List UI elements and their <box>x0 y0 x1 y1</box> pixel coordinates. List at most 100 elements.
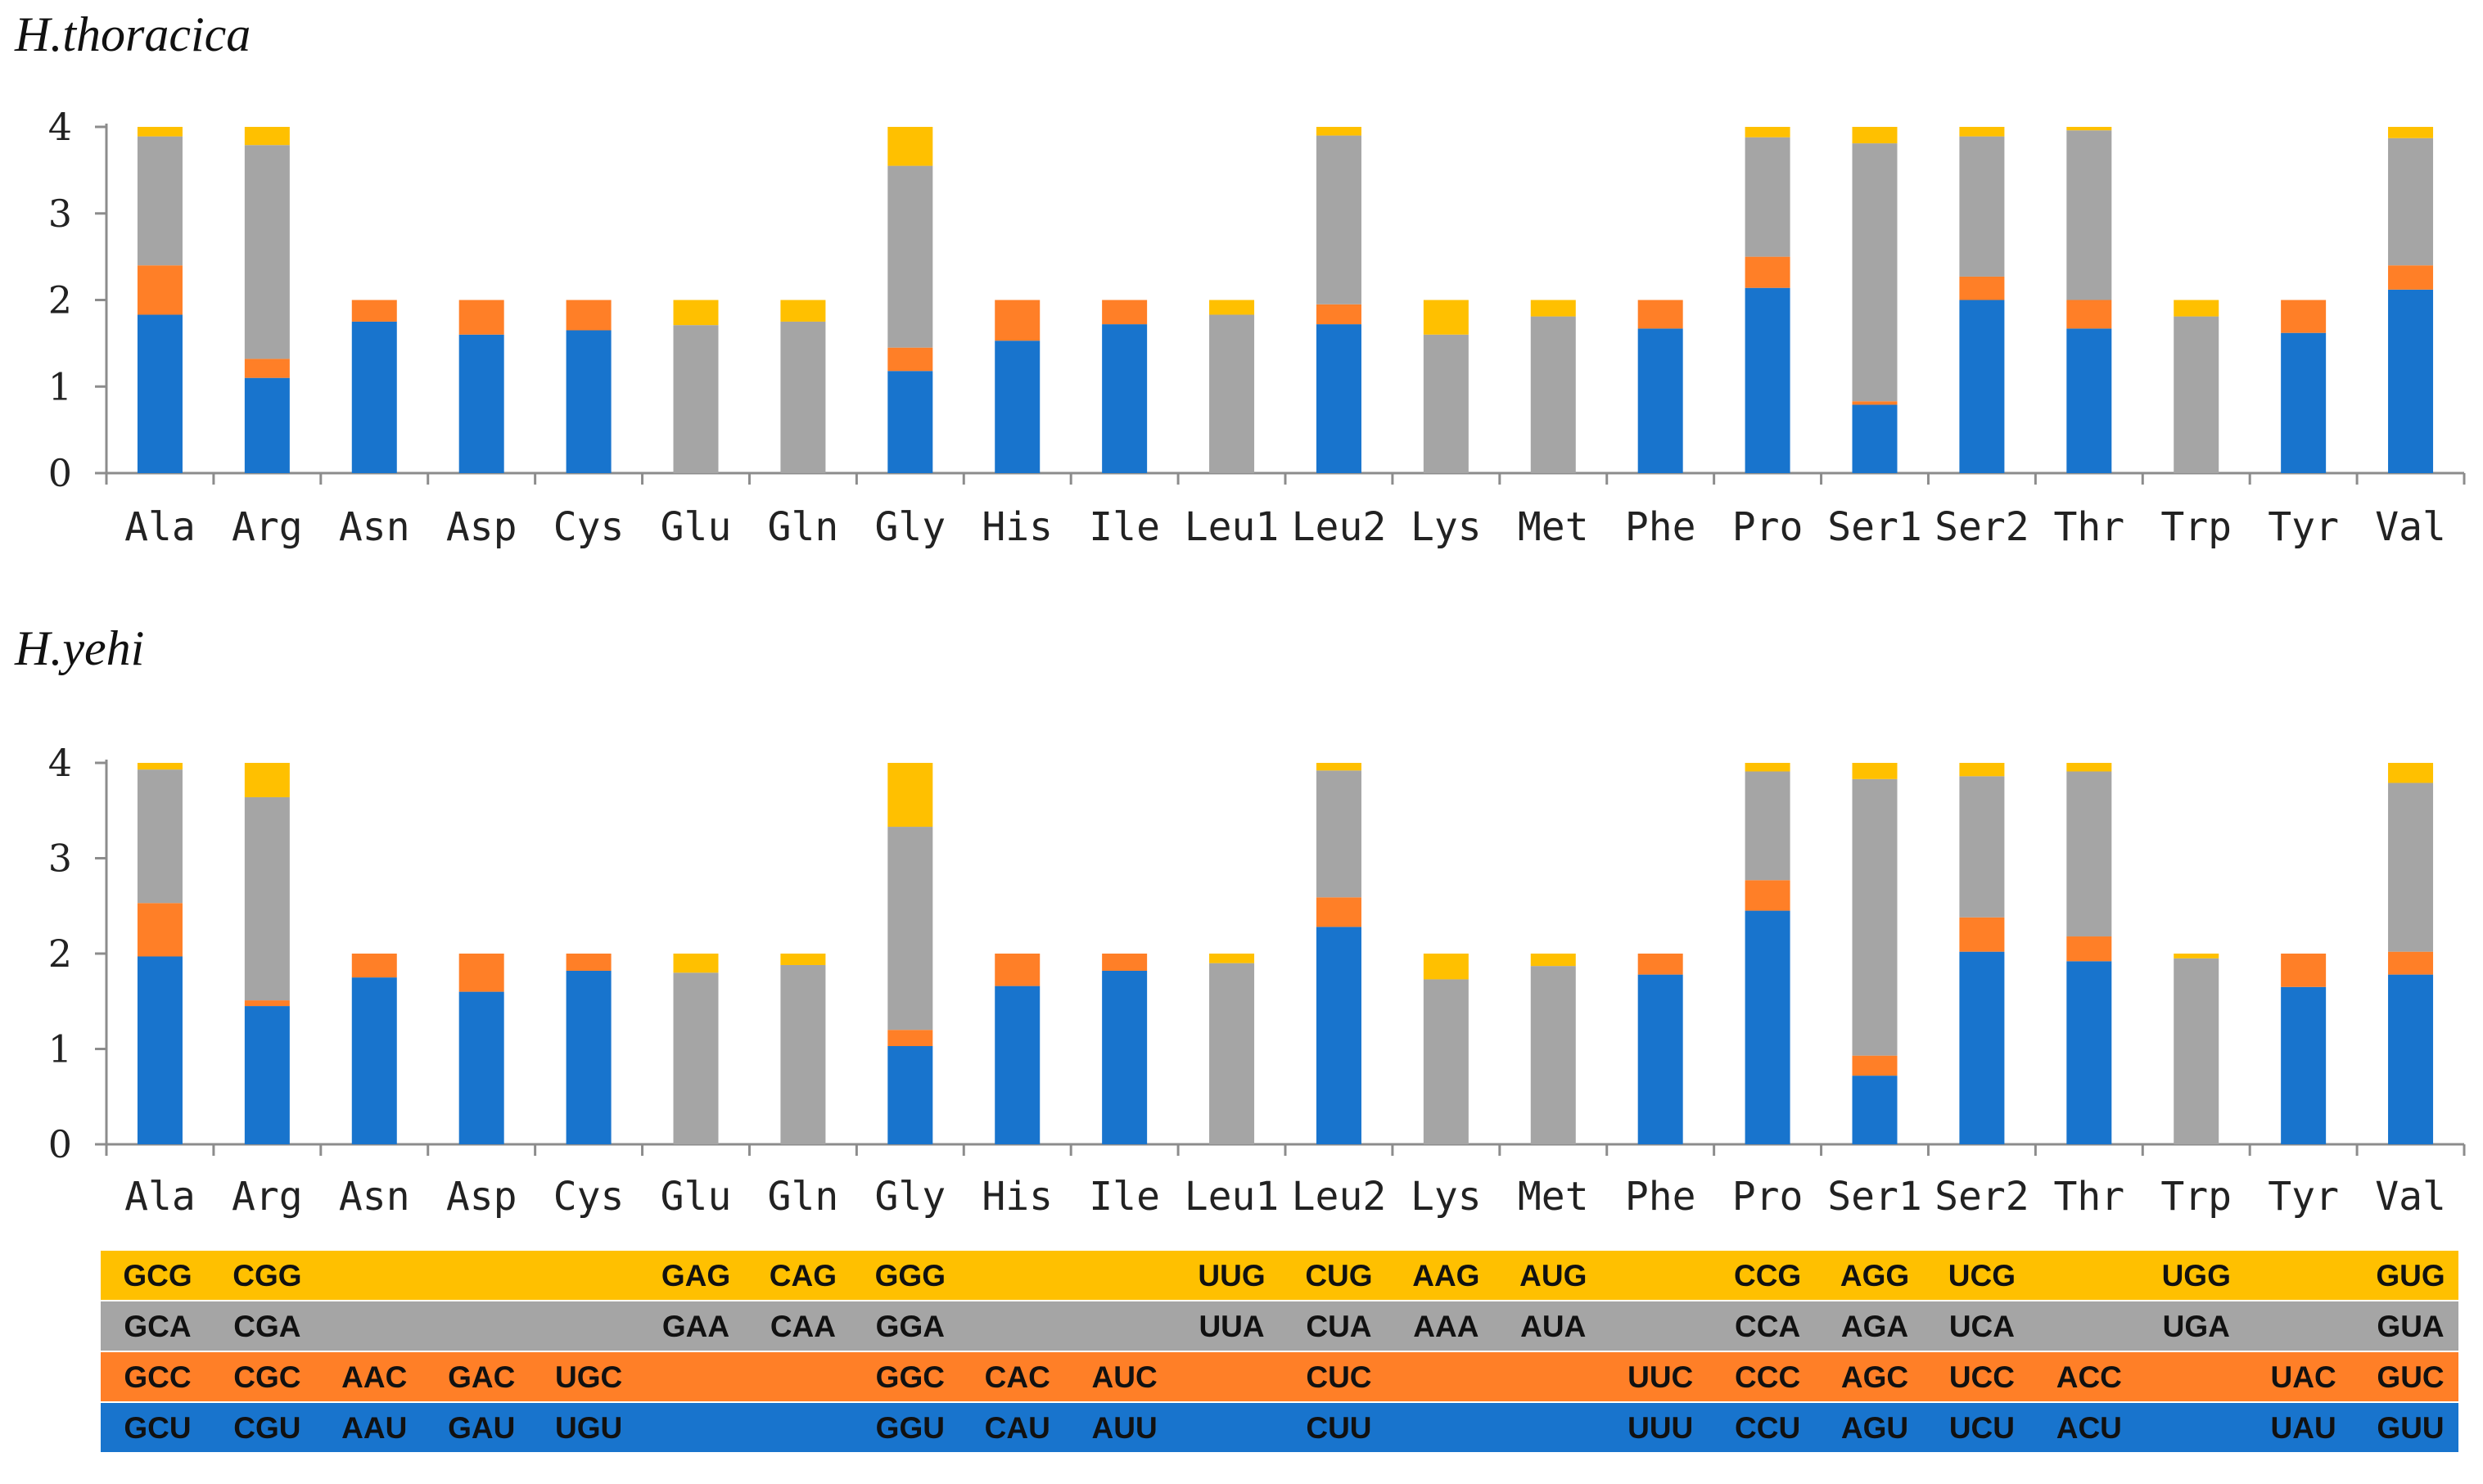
bar-blue-val <box>2388 974 2434 1144</box>
x-tick-label: Phe <box>1625 1174 1696 1220</box>
codon-label: UGG <box>2162 1259 2231 1292</box>
x-tick-label: Pro <box>1732 504 1804 550</box>
codon-label: AAU <box>341 1411 407 1445</box>
x-tick-label: Pro <box>1732 1174 1804 1220</box>
codon-label: CAA <box>770 1310 836 1343</box>
codon-label: CCG <box>1734 1259 1801 1292</box>
bar-gray-lys <box>1423 979 1469 1144</box>
bar-orange-tyr <box>2281 300 2327 333</box>
bar-orange-gly <box>887 1030 933 1047</box>
x-tick-label: Asn <box>339 504 410 550</box>
bar-blue-cys <box>566 330 612 473</box>
codon-label: UGU <box>555 1411 622 1445</box>
codon-label: CGA <box>233 1310 300 1343</box>
x-tick-label: Tyr <box>2268 504 2339 550</box>
bar-blue-arg <box>244 1006 290 1144</box>
codon-label: GGG <box>875 1259 946 1292</box>
panel-title-yehi: H.yehi <box>15 621 145 675</box>
y-tick-label: 0 <box>48 1122 72 1166</box>
bar-blue-arg <box>244 377 290 473</box>
x-tick-label: Met <box>1518 1174 1589 1220</box>
codon-label: UGA <box>2163 1310 2230 1343</box>
codon-label: CCU <box>1735 1411 1800 1445</box>
codon-label: CGU <box>233 1411 300 1445</box>
bar-yellow-pro <box>1745 763 1790 772</box>
x-tick-label: Val <box>2375 504 2446 550</box>
y-tick-label: 1 <box>48 1027 72 1071</box>
bar-gray-lys <box>1423 334 1469 473</box>
bar-gray-thr <box>2066 130 2112 300</box>
bar-blue-ser1 <box>1852 404 1898 473</box>
codon-label: CUA <box>1306 1310 1371 1343</box>
codon-label: UAU <box>2271 1411 2336 1445</box>
codon-label: UUC <box>1627 1360 1693 1394</box>
codon-label: AGC <box>1841 1360 1908 1394</box>
bar-blue-pro <box>1745 910 1790 1144</box>
x-tick-label: Trp <box>2160 1174 2232 1220</box>
codon-label: UGC <box>555 1360 622 1394</box>
bar-orange-his <box>995 300 1041 341</box>
bar-yellow-gln <box>780 954 826 965</box>
codon-label: UCC <box>1949 1360 2015 1394</box>
bar-gray-leu2 <box>1316 770 1361 898</box>
bar-yellow-lys <box>1423 300 1469 335</box>
x-tick-label: Gln <box>768 1174 839 1220</box>
bar-blue-asn <box>351 977 397 1144</box>
bar-yellow-leu2 <box>1316 127 1361 136</box>
bar-orange-thr <box>2066 936 2112 962</box>
bar-orange-ser1 <box>1852 1055 1898 1076</box>
bar-blue-asp <box>458 991 504 1144</box>
x-tick-label: Ser1 <box>1827 504 1922 550</box>
bar-blue-cys <box>566 970 612 1144</box>
codon-label: GUC <box>2377 1360 2444 1394</box>
x-tick-label: Cys <box>553 504 625 550</box>
x-tick-label: Gly <box>874 504 946 550</box>
bar-yellow-ser1 <box>1852 763 1898 779</box>
bar-yellow-gly <box>887 127 933 166</box>
codon-label: AGG <box>1840 1259 1909 1292</box>
bar-gray-arg <box>244 145 290 359</box>
codon-label: AUG <box>1519 1259 1587 1292</box>
y-tick-label: 2 <box>48 931 72 976</box>
bar-orange-asn <box>351 300 397 322</box>
codon-label: UCU <box>1949 1411 2015 1445</box>
x-tick-label: Phe <box>1625 504 1696 550</box>
codon-label: GUG <box>2376 1259 2445 1292</box>
codon-label: GGC <box>876 1360 945 1394</box>
x-tick-label: Arg <box>232 504 303 550</box>
codon-label: CUU <box>1306 1411 1371 1445</box>
x-tick-label: His <box>982 504 1053 550</box>
bar-blue-ser2 <box>1959 300 2005 473</box>
x-tick-label: Arg <box>232 1174 303 1220</box>
bar-blue-ser2 <box>1959 951 2005 1144</box>
x-tick-label: Lys <box>1411 1174 1482 1220</box>
bar-yellow-thr <box>2066 127 2112 131</box>
x-tick-label: Ile <box>1089 1174 1160 1220</box>
bar-gray-pro <box>1745 137 1790 257</box>
codon-label: UAC <box>2271 1360 2336 1394</box>
x-tick-label: Trp <box>2160 504 2232 550</box>
x-tick-label: Leu2 <box>1292 504 1387 550</box>
y-tick-label: 4 <box>48 105 72 149</box>
x-tick-label: Gln <box>768 504 839 550</box>
bar-orange-asp <box>458 300 504 335</box>
bar-yellow-arg <box>244 763 290 797</box>
y-tick-label: 4 <box>48 741 72 785</box>
bar-gray-met <box>1530 966 1576 1144</box>
bar-gray-trp <box>2174 316 2219 473</box>
codon-label: AUC <box>1092 1360 1158 1394</box>
bar-blue-asn <box>351 321 397 473</box>
bar-blue-thr <box>2066 961 2112 1144</box>
codon-label: CAG <box>770 1259 837 1292</box>
bar-blue-tyr <box>2281 986 2327 1144</box>
bar-blue-his <box>995 986 1041 1144</box>
bar-gray-val <box>2388 783 2434 952</box>
codon-label: AUA <box>1520 1310 1586 1343</box>
bar-gray-gly <box>887 165 933 348</box>
bar-gray-ser2 <box>1959 136 2005 277</box>
bar-orange-tyr <box>2281 954 2327 987</box>
chart-yehi: 0 1 2 3 4 Ala Arg Asn Asp Cys Glu Gln Gly His Ile Leu1 L… <box>48 741 2466 1220</box>
bar-orange-ser1 <box>1852 401 1898 405</box>
bar-yellow-gln <box>780 300 826 322</box>
